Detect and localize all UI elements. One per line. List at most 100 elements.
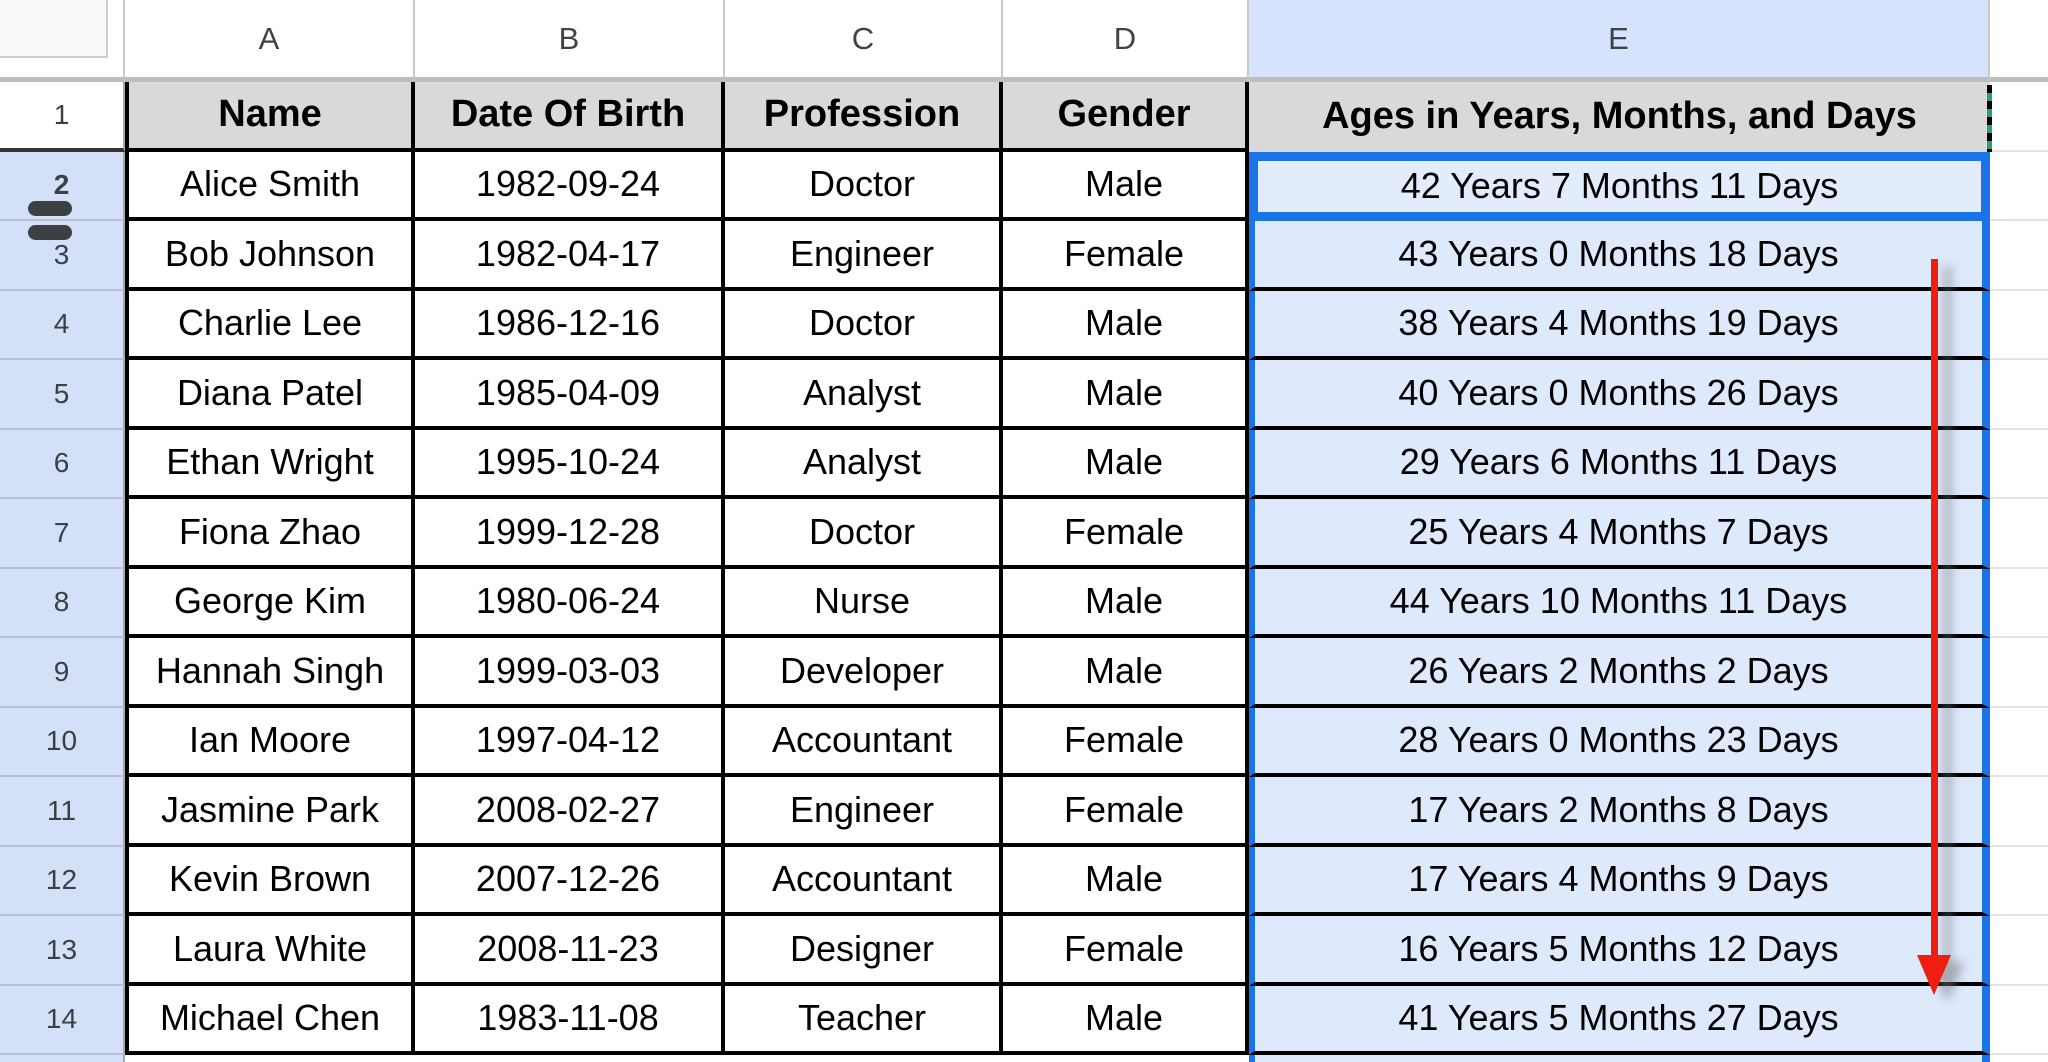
column-header-a[interactable]: A [125,0,415,82]
cell-E4[interactable]: 38 Years 4 Months 19 Days [1249,290,1990,360]
cell-F10[interactable] [1990,707,2048,777]
cell-E1-ages-header[interactable]: Ages in Years, Months, and Days [1249,82,1990,152]
cell-E2-active[interactable]: 42 Years 7 Months 11 Days [1249,151,1990,221]
cell-D9[interactable]: Male [1003,638,1249,708]
cell-F9[interactable] [1990,638,2048,708]
cell-A10[interactable]: Ian Moore [125,707,415,777]
cell-E6[interactable]: 29 Years 6 Months 11 Days [1249,429,1990,499]
cell-D14[interactable]: Male [1003,985,1249,1055]
cell-C1-profession-header[interactable]: Profession [725,82,1003,152]
row-header-11[interactable]: 11 [0,777,125,847]
cell-D15-partial[interactable] [1003,1055,1249,1062]
cell-E13[interactable]: 16 Years 5 Months 12 Days [1249,916,1990,986]
cell-F8[interactable] [1990,568,2048,638]
cell-F7[interactable] [1990,499,2048,569]
cell-E7[interactable]: 25 Years 4 Months 7 Days [1249,499,1990,569]
cell-C4[interactable]: Doctor [725,290,1003,360]
column-header-c[interactable]: C [725,0,1003,82]
row-header-15-partial[interactable] [0,1055,125,1062]
cell-C15-partial[interactable] [725,1055,1003,1062]
cell-D13[interactable]: Female [1003,916,1249,986]
row-header-8[interactable]: 8 [0,568,125,638]
cell-E15-partial[interactable] [1249,1055,1990,1062]
cell-B14[interactable]: 1983-11-08 [415,985,725,1055]
cell-A6[interactable]: Ethan Wright [125,429,415,499]
cell-A5[interactable]: Diana Patel [125,360,415,430]
cell-C10[interactable]: Accountant [725,707,1003,777]
cell-D6[interactable]: Male [1003,429,1249,499]
cell-B15-partial[interactable] [415,1055,725,1062]
cell-D2[interactable]: Male [1003,151,1249,221]
cell-A7[interactable]: Fiona Zhao [125,499,415,569]
cell-B13[interactable]: 2008-11-23 [415,916,725,986]
cell-C6[interactable]: Analyst [725,429,1003,499]
cell-C2[interactable]: Doctor [725,151,1003,221]
cell-F3[interactable] [1990,221,2048,291]
cell-C12[interactable]: Accountant [725,846,1003,916]
cell-B2[interactable]: 1982-09-24 [415,151,725,221]
cell-D12[interactable]: Male [1003,846,1249,916]
cell-E14[interactable]: 41 Years 5 Months 27 Days [1249,985,1990,1055]
cell-A15-partial[interactable] [125,1055,415,1062]
cell-F5[interactable] [1990,360,2048,430]
row-header-5[interactable]: 5 [0,360,125,430]
row-header-14[interactable]: 14 [0,985,125,1055]
cell-F2[interactable] [1990,151,2048,221]
cell-D8[interactable]: Male [1003,568,1249,638]
cell-E9[interactable]: 26 Years 2 Months 2 Days [1249,638,1990,708]
row-header-10[interactable]: 10 [0,707,125,777]
cell-F11[interactable] [1990,777,2048,847]
cell-B12[interactable]: 2007-12-26 [415,846,725,916]
cell-D7[interactable]: Female [1003,499,1249,569]
cell-B9[interactable]: 1999-03-03 [415,638,725,708]
cell-A11[interactable]: Jasmine Park [125,777,415,847]
cell-B5[interactable]: 1985-04-09 [415,360,725,430]
cell-D1-gender-header[interactable]: Gender [1003,82,1249,152]
row-header-12[interactable]: 12 [0,846,125,916]
cell-F12[interactable] [1990,846,2048,916]
cell-E5[interactable]: 40 Years 0 Months 26 Days [1249,360,1990,430]
cell-A8[interactable]: George Kim [125,568,415,638]
cell-A1-name-header[interactable]: Name [125,82,415,152]
cell-C8[interactable]: Nurse [725,568,1003,638]
cell-F4[interactable] [1990,290,2048,360]
column-header-b[interactable]: B [415,0,725,82]
cell-D10[interactable]: Female [1003,707,1249,777]
cell-A4[interactable]: Charlie Lee [125,290,415,360]
cell-F1[interactable] [1990,82,2048,152]
cell-F6[interactable] [1990,429,2048,499]
cell-D5[interactable]: Male [1003,360,1249,430]
cell-A13[interactable]: Laura White [125,916,415,986]
cell-B7[interactable]: 1999-12-28 [415,499,725,569]
row-header-7[interactable]: 7 [0,499,125,569]
cell-A2[interactable]: Alice Smith [125,151,415,221]
cell-B10[interactable]: 1997-04-12 [415,707,725,777]
cell-A14[interactable]: Michael Chen [125,985,415,1055]
row-header-4[interactable]: 4 [0,290,125,360]
cell-C9[interactable]: Developer [725,638,1003,708]
cell-C13[interactable]: Designer [725,916,1003,986]
cell-C14[interactable]: Teacher [725,985,1003,1055]
cell-A12[interactable]: Kevin Brown [125,846,415,916]
cell-B11[interactable]: 2008-02-27 [415,777,725,847]
row-header-1[interactable]: 1 [0,82,125,152]
cell-B3[interactable]: 1982-04-17 [415,221,725,291]
cell-D3[interactable]: Female [1003,221,1249,291]
cell-E3[interactable]: 43 Years 0 Months 18 Days [1249,221,1990,291]
cell-F14[interactable] [1990,985,2048,1055]
cell-B1-dob-header[interactable]: Date Of Birth [415,82,725,152]
cell-D11[interactable]: Female [1003,777,1249,847]
column-header-f-partial[interactable] [1990,0,2048,82]
column-header-d[interactable]: D [1003,0,1249,82]
select-all-corner[interactable] [0,0,125,82]
cell-B4[interactable]: 1986-12-16 [415,290,725,360]
cell-B8[interactable]: 1980-06-24 [415,568,725,638]
row-resize-handle[interactable] [28,201,72,216]
cell-C11[interactable]: Engineer [725,777,1003,847]
cell-C5[interactable]: Analyst [725,360,1003,430]
cell-B6[interactable]: 1995-10-24 [415,429,725,499]
cell-D4[interactable]: Male [1003,290,1249,360]
cell-C3[interactable]: Engineer [725,221,1003,291]
row-header-9[interactable]: 9 [0,638,125,708]
row-resize-handle[interactable] [28,225,72,240]
